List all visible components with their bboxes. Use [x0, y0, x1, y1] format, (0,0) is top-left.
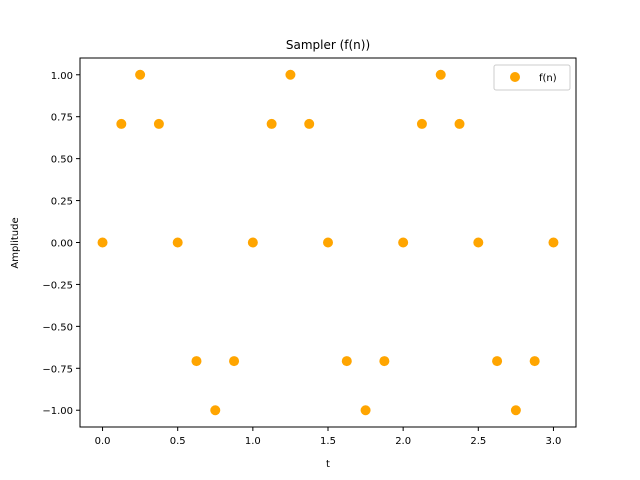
y-axis-label: Amplitude [10, 217, 21, 268]
x-tick-label: 1.0 [245, 436, 261, 447]
x-tick-label: 0.0 [95, 436, 111, 447]
y-tick-label: 0.25 [51, 197, 73, 208]
data-point [454, 118, 465, 129]
data-point [153, 118, 164, 129]
data-point [341, 356, 352, 367]
data-point [510, 405, 521, 416]
x-tick-label: 0.5 [170, 436, 186, 447]
legend-marker [510, 72, 520, 82]
data-point [473, 237, 484, 248]
data-point [210, 405, 221, 416]
legend: f(n) [493, 64, 571, 91]
data-points [97, 69, 559, 416]
y-tick-label: 0.00 [51, 239, 73, 250]
data-point [266, 118, 277, 129]
data-point [360, 405, 371, 416]
y-tick-label: 1.00 [51, 71, 73, 82]
data-point [304, 118, 315, 129]
data-point [323, 237, 333, 248]
y-tick-label: −0.25 [42, 280, 73, 291]
data-point [247, 237, 258, 248]
axis-ticks: 0.0 0.5 1.0 1.5 2.0 2.5 3.0 −1.00 −0.75 −0.50 −0.2… [42, 71, 561, 447]
legend-box [493, 64, 571, 91]
y-tick-label: 0.75 [51, 113, 73, 124]
x-tick-label: 1.5 [320, 436, 336, 447]
y-tick-label: −0.50 [42, 322, 73, 333]
x-tick-label: 2.0 [395, 436, 411, 447]
data-point [285, 69, 296, 80]
data-point [379, 356, 390, 367]
data-point [191, 356, 202, 367]
data-point [135, 69, 146, 80]
y-tick-label: −0.75 [42, 364, 73, 375]
y-tick-label: 0.50 [51, 155, 73, 166]
data-point [172, 237, 183, 248]
data-point [97, 237, 108, 248]
chart-title: Sampler (f(n)) [286, 38, 370, 52]
x-tick-label: 2.5 [470, 436, 486, 447]
data-point [548, 237, 559, 248]
x-axis-label: t [326, 459, 330, 470]
data-point [116, 118, 127, 129]
plot-frame [79, 57, 577, 428]
data-point [435, 69, 446, 80]
data-point [529, 356, 540, 367]
data-point [492, 356, 503, 367]
data-point [416, 118, 427, 129]
y-tick-label: −1.00 [42, 406, 73, 417]
x-tick-label: 3.0 [546, 436, 562, 447]
data-point [398, 237, 409, 248]
legend-label: f(n) [539, 73, 557, 84]
data-point [229, 356, 240, 367]
